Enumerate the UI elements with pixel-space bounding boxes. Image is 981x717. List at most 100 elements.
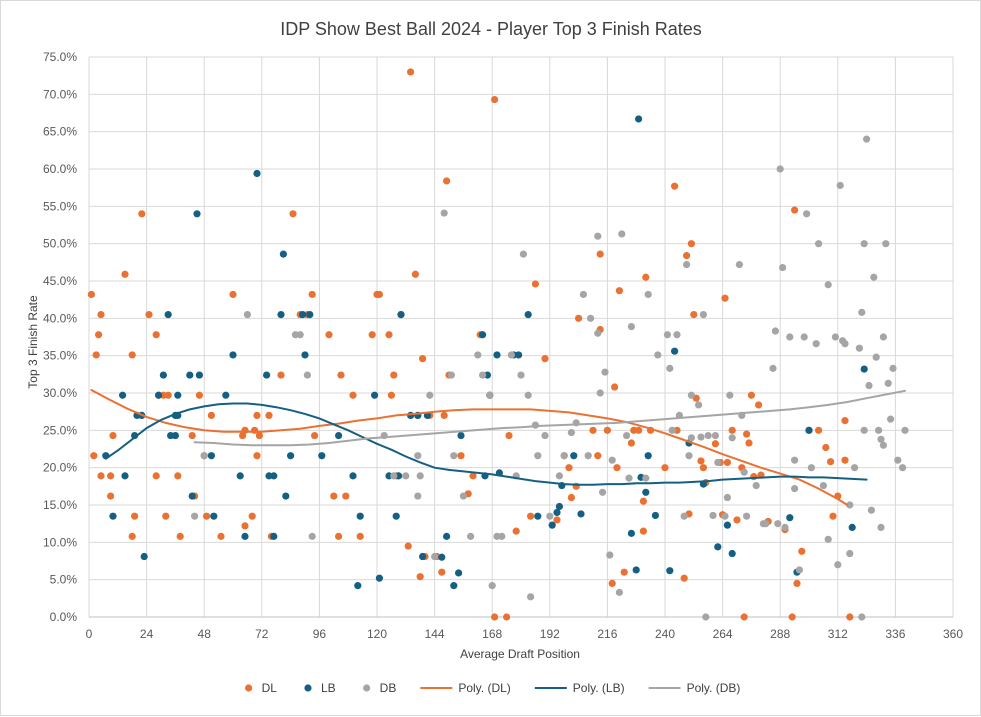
lb-point bbox=[270, 532, 278, 540]
db-point bbox=[673, 331, 681, 339]
db-point bbox=[735, 260, 744, 269]
db-point bbox=[191, 512, 199, 520]
dl-point bbox=[553, 516, 561, 524]
db-point bbox=[800, 333, 808, 341]
y-tick-label: 65.0% bbox=[43, 125, 77, 139]
legend: DL LB DB Poly. (DL) Poly. (LB) Poly. (DB) bbox=[245, 681, 740, 695]
db-point bbox=[594, 232, 602, 240]
dl-point bbox=[721, 294, 729, 302]
db-point bbox=[824, 535, 832, 543]
dl-point bbox=[164, 391, 172, 399]
db-point bbox=[243, 311, 251, 319]
lb-point bbox=[644, 452, 652, 460]
trendline-poly-db bbox=[193, 389, 906, 447]
db-point bbox=[865, 381, 873, 390]
db-point bbox=[687, 434, 696, 442]
db-point bbox=[858, 613, 866, 621]
db-point bbox=[815, 240, 823, 248]
dl-point bbox=[671, 182, 679, 190]
db-point bbox=[752, 481, 760, 490]
db-point bbox=[680, 512, 688, 520]
db-point bbox=[846, 549, 854, 558]
lb-point bbox=[279, 250, 287, 258]
lb-point bbox=[299, 311, 307, 319]
dl-point bbox=[107, 472, 115, 480]
dl-point bbox=[90, 452, 98, 460]
db-point bbox=[879, 441, 888, 449]
dl-point bbox=[419, 355, 427, 363]
db-point bbox=[414, 452, 422, 460]
lb-point bbox=[397, 311, 405, 319]
db-point bbox=[771, 327, 780, 335]
dl-point bbox=[404, 542, 412, 550]
dl-point bbox=[512, 527, 520, 535]
db-point bbox=[507, 351, 515, 359]
lb-point bbox=[443, 532, 451, 540]
lb-point bbox=[193, 210, 201, 218]
dl-point bbox=[723, 458, 732, 467]
db-point bbox=[870, 273, 878, 281]
lb-point bbox=[155, 391, 163, 399]
lb-point bbox=[635, 115, 643, 123]
db-point bbox=[695, 401, 703, 409]
dl-point bbox=[308, 290, 316, 299]
lb-point bbox=[287, 452, 295, 460]
dl-point bbox=[342, 492, 350, 500]
db-point bbox=[296, 331, 304, 339]
dl-point bbox=[469, 472, 477, 480]
lb-point bbox=[534, 512, 542, 520]
db-point bbox=[498, 532, 506, 540]
dl-point bbox=[337, 371, 345, 379]
db-point bbox=[728, 434, 736, 442]
dl-point bbox=[195, 391, 203, 399]
dl-point bbox=[253, 452, 261, 460]
dl-point bbox=[541, 355, 549, 363]
db-point bbox=[687, 391, 696, 399]
legend-label-db: DB bbox=[380, 681, 397, 695]
db-point bbox=[743, 512, 751, 520]
db-point bbox=[863, 135, 871, 143]
dl-point bbox=[443, 177, 451, 185]
y-tick-label: 45.0% bbox=[43, 274, 77, 288]
dl-point bbox=[815, 426, 823, 434]
db-point bbox=[795, 566, 804, 574]
plot-marks bbox=[87, 68, 909, 621]
db-point bbox=[860, 426, 868, 434]
x-tick-label: 264 bbox=[713, 627, 733, 641]
dl-point bbox=[335, 532, 343, 540]
series-db bbox=[191, 135, 909, 621]
x-tick-label: 48 bbox=[198, 627, 212, 641]
dl-point bbox=[788, 613, 796, 621]
x-tick-label: 96 bbox=[313, 627, 327, 641]
lb-point bbox=[318, 452, 326, 460]
lb-point bbox=[450, 582, 458, 590]
dl-point bbox=[627, 439, 636, 447]
dl-point bbox=[699, 464, 708, 472]
dl-point bbox=[642, 273, 650, 281]
dl-point bbox=[661, 464, 669, 472]
lb-point bbox=[174, 391, 182, 399]
db-point bbox=[601, 368, 609, 376]
db-point bbox=[851, 464, 859, 472]
lb-point bbox=[140, 552, 148, 561]
db-point bbox=[579, 290, 588, 299]
db-point bbox=[390, 472, 398, 480]
lb-point bbox=[195, 371, 203, 379]
dl-point bbox=[827, 458, 835, 466]
db-point bbox=[467, 532, 475, 540]
db-point bbox=[697, 433, 705, 441]
trendline-poly-dl bbox=[90, 389, 849, 506]
db-point bbox=[726, 391, 734, 399]
db-point bbox=[846, 501, 854, 509]
db-point bbox=[534, 452, 542, 460]
y-tick-label: 5.0% bbox=[50, 573, 78, 587]
dl-point bbox=[711, 440, 720, 448]
lb-point bbox=[524, 311, 532, 319]
db-point bbox=[781, 523, 789, 532]
x-tick-label: 312 bbox=[828, 627, 848, 641]
dl-point bbox=[740, 613, 748, 621]
trend-lines bbox=[90, 389, 906, 506]
lb-point bbox=[277, 311, 285, 319]
